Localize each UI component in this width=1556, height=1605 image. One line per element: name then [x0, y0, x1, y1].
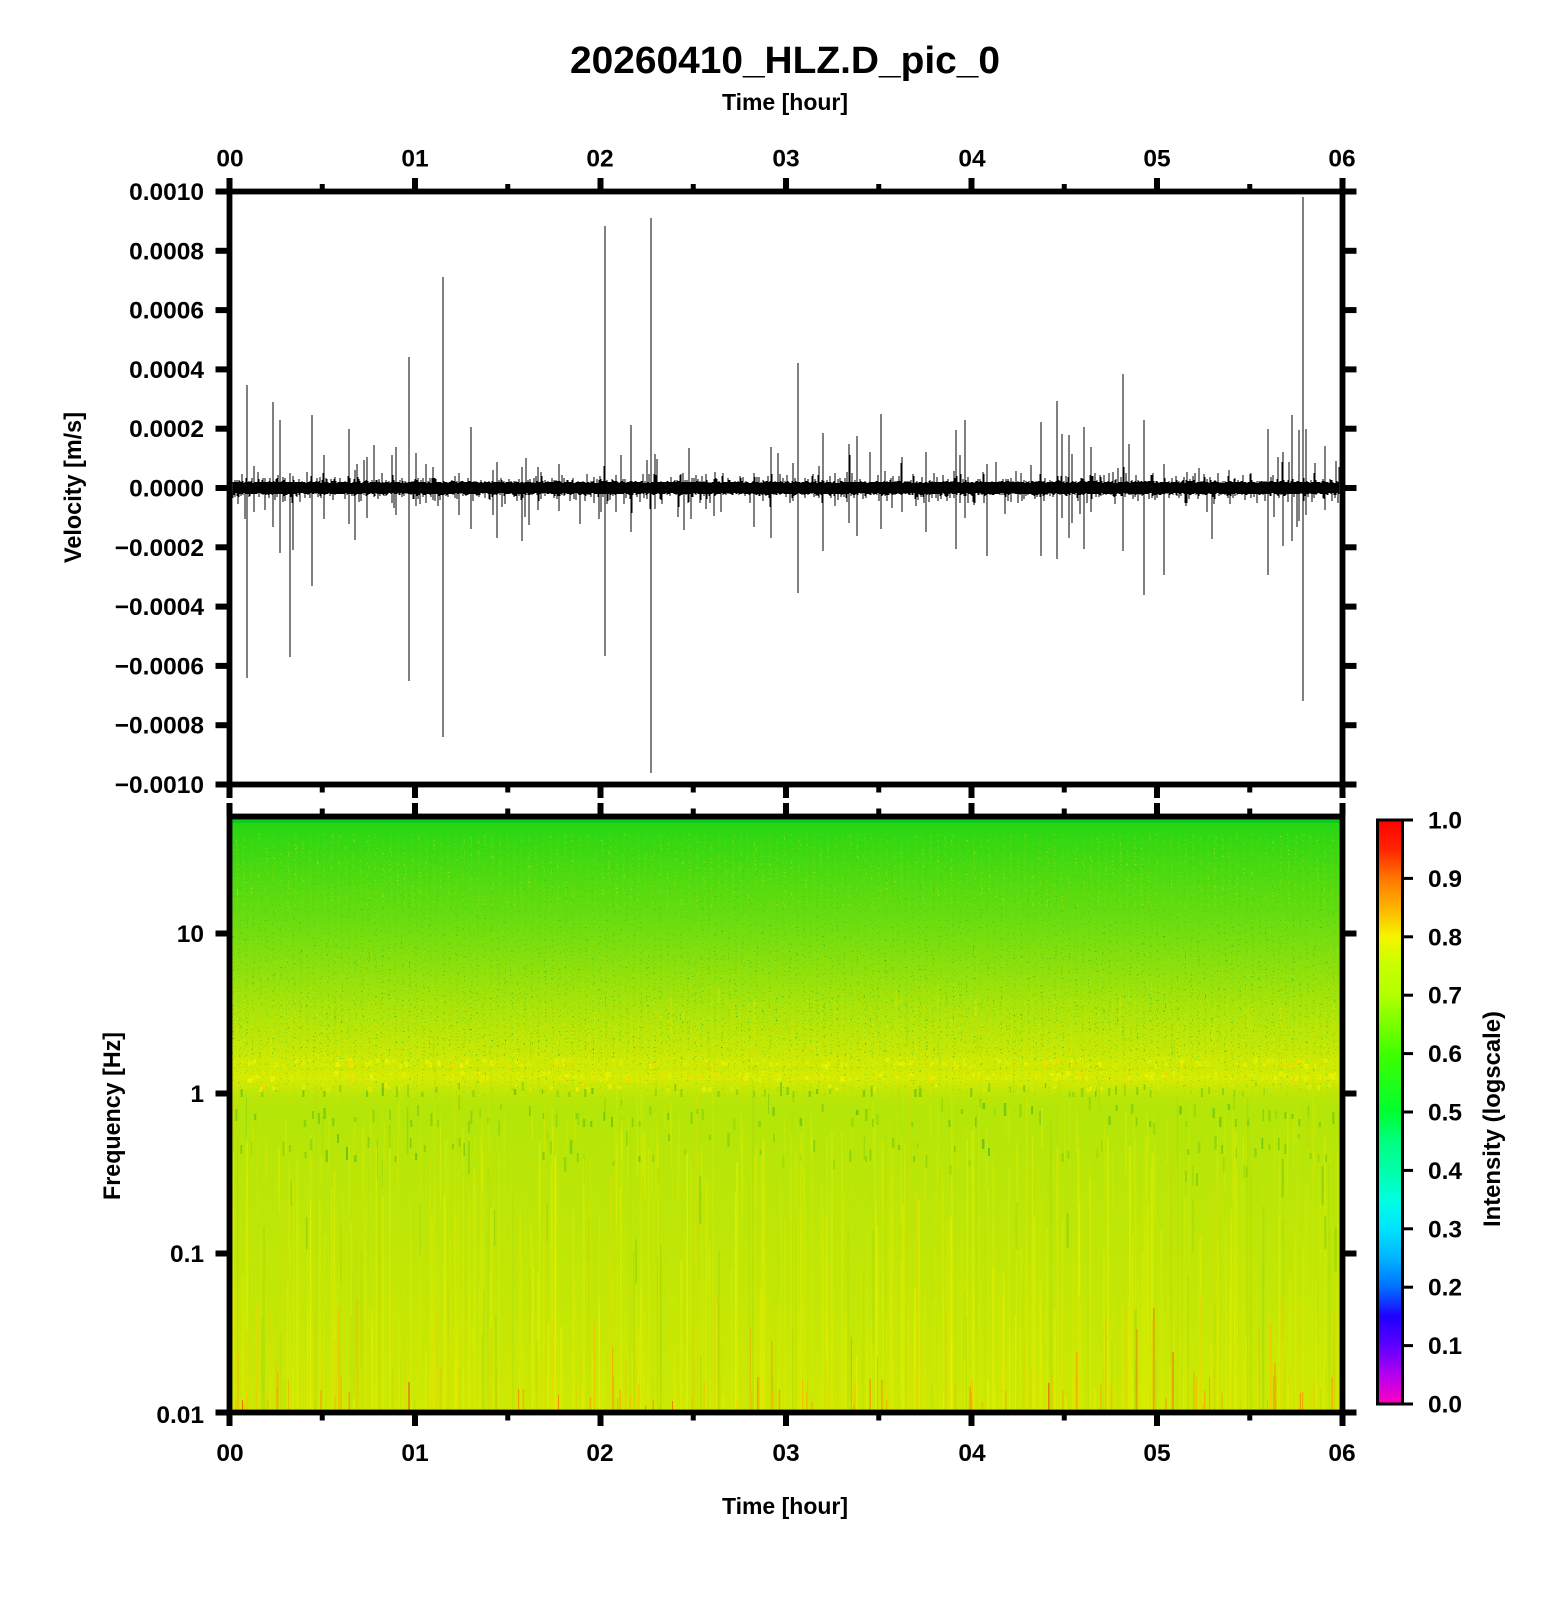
- svg-text:00: 00: [216, 1440, 243, 1467]
- svg-text:02: 02: [586, 1440, 613, 1467]
- svg-text:Frequency [Hz]: Frequency [Hz]: [99, 1032, 126, 1200]
- svg-text:0.0004: 0.0004: [129, 357, 204, 384]
- svg-text:0.1: 0.1: [170, 1241, 204, 1268]
- svg-text:00: 00: [216, 146, 243, 173]
- svg-text:0.9: 0.9: [1428, 866, 1462, 893]
- svg-text:1.0: 1.0: [1428, 808, 1462, 835]
- svg-text:0.2: 0.2: [1428, 1275, 1462, 1302]
- svg-text:0.4: 0.4: [1428, 1158, 1462, 1185]
- svg-text:Intensity (logscale): Intensity (logscale): [1479, 1011, 1506, 1227]
- svg-text:−0.0010: −0.0010: [115, 772, 204, 799]
- svg-text:1: 1: [190, 1081, 204, 1108]
- svg-text:−0.0004: −0.0004: [115, 594, 205, 621]
- svg-text:0.1: 0.1: [1428, 1333, 1462, 1360]
- svg-text:0.0010: 0.0010: [129, 179, 204, 206]
- svg-text:−0.0006: −0.0006: [115, 653, 204, 680]
- svg-text:05: 05: [1143, 1440, 1170, 1467]
- svg-text:0.0: 0.0: [1428, 1392, 1462, 1419]
- svg-text:0.5: 0.5: [1428, 1100, 1462, 1127]
- svg-text:20260410_HLZ.D_pic_0: 20260410_HLZ.D_pic_0: [570, 40, 1000, 82]
- svg-text:03: 03: [772, 146, 799, 173]
- svg-text:0.8: 0.8: [1428, 924, 1462, 951]
- svg-text:04: 04: [958, 1440, 986, 1467]
- svg-text:−0.0008: −0.0008: [115, 713, 204, 740]
- svg-text:02: 02: [586, 146, 613, 173]
- svg-text:0.7: 0.7: [1428, 983, 1462, 1010]
- svg-text:06: 06: [1328, 1440, 1355, 1467]
- svg-text:0.0000: 0.0000: [129, 476, 204, 503]
- svg-text:06: 06: [1328, 146, 1355, 173]
- svg-text:10: 10: [177, 921, 204, 948]
- svg-text:03: 03: [772, 1440, 799, 1467]
- svg-text:0.6: 0.6: [1428, 1041, 1462, 1068]
- svg-text:0.0008: 0.0008: [129, 238, 204, 265]
- svg-text:Velocity [m/s]: Velocity [m/s]: [60, 412, 87, 563]
- svg-text:0.0006: 0.0006: [129, 298, 204, 325]
- svg-text:0.3: 0.3: [1428, 1216, 1462, 1243]
- svg-text:0.01: 0.01: [156, 1402, 204, 1429]
- svg-text:04: 04: [958, 146, 986, 173]
- svg-text:01: 01: [401, 1440, 428, 1467]
- svg-text:Time [hour]: Time [hour]: [722, 1493, 848, 1519]
- svg-text:−0.0002: −0.0002: [115, 535, 204, 562]
- svg-text:01: 01: [401, 146, 428, 173]
- svg-text:0.0002: 0.0002: [129, 416, 204, 443]
- svg-text:05: 05: [1143, 146, 1170, 173]
- svg-text:Time [hour]: Time [hour]: [722, 89, 848, 115]
